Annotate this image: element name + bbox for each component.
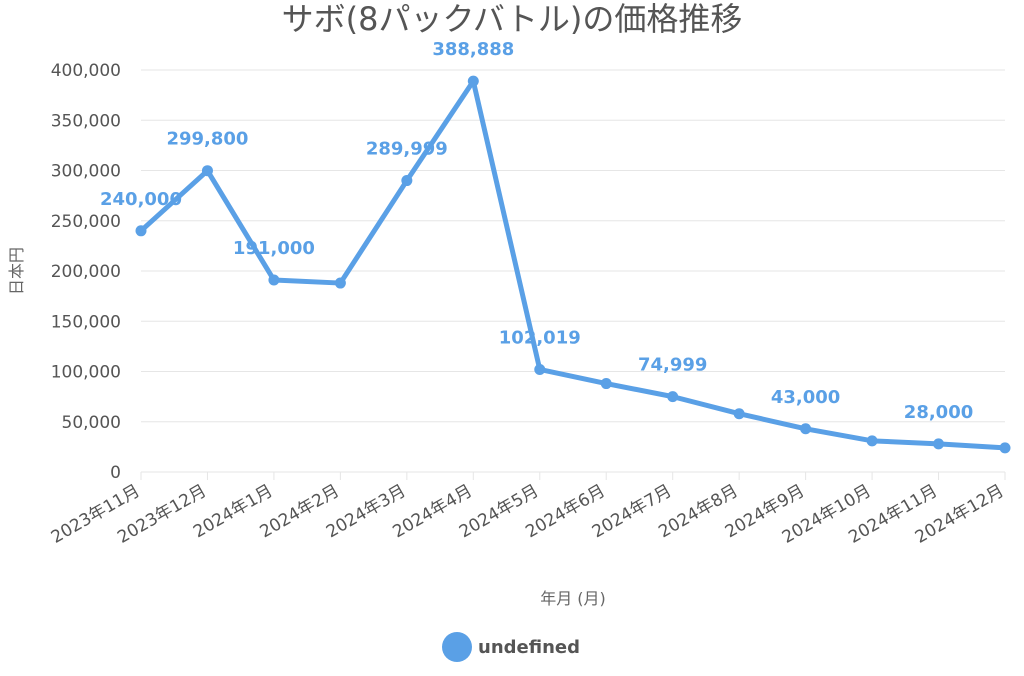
data-point[interactable] (667, 391, 679, 403)
data-point[interactable] (268, 274, 280, 286)
data-point[interactable] (334, 277, 346, 289)
data-point[interactable] (135, 225, 147, 237)
grid-layer (140, 69, 1006, 480)
legend-label: undefined (478, 637, 580, 658)
data-point[interactable] (534, 363, 546, 375)
data-label: 191,000 (233, 238, 315, 259)
data-point[interactable] (999, 442, 1011, 454)
x-axis-ticks: 2023年11月2023年12月2024年1月2024年2月2024年3月202… (48, 481, 1008, 548)
series-layer (135, 75, 1011, 454)
y-tick-label: 150,000 (51, 312, 121, 332)
x-axis-label: 年月 (月) (540, 589, 606, 608)
data-labels: 240,000 299,800 191,000 289,999 388,888 102,0… (100, 39, 973, 423)
y-tick-label: 0 (110, 463, 121, 483)
y-tick-label: 350,000 (51, 111, 121, 131)
y-tick-label: 300,000 (51, 162, 121, 182)
chart-title: サボ(8パックバトル)の価格推移 (282, 0, 743, 38)
data-label: 299,800 (166, 129, 248, 150)
y-tick-label: 200,000 (51, 262, 121, 282)
data-label: 289,999 (366, 139, 448, 160)
y-tick-label: 400,000 (51, 61, 121, 81)
data-label: 74,999 (638, 355, 707, 376)
data-label: 43,000 (771, 387, 840, 408)
y-tick-label: 50,000 (62, 413, 121, 433)
y-axis-ticks: 0 50,000 100,000 150,000 200,000 250,000 300,0… (51, 61, 121, 483)
data-point[interactable] (933, 438, 945, 450)
data-point[interactable] (201, 165, 213, 177)
data-label: 388,888 (432, 39, 514, 60)
data-point[interactable] (401, 175, 413, 187)
data-label: 102,019 (499, 327, 581, 348)
data-point[interactable] (600, 378, 612, 390)
y-axis-label: 日本円 (7, 247, 26, 295)
data-point[interactable] (866, 435, 878, 447)
legend-swatch (442, 632, 472, 662)
y-tick-label: 100,000 (51, 363, 121, 383)
y-tick-label: 250,000 (51, 212, 121, 232)
legend[interactable]: undefined (442, 632, 580, 662)
data-point[interactable] (467, 75, 479, 87)
series-line (138, 78, 1008, 451)
data-point[interactable] (733, 408, 745, 420)
data-point[interactable] (800, 423, 812, 435)
data-label: 240,000 (100, 189, 182, 210)
data-label: 28,000 (904, 402, 973, 423)
